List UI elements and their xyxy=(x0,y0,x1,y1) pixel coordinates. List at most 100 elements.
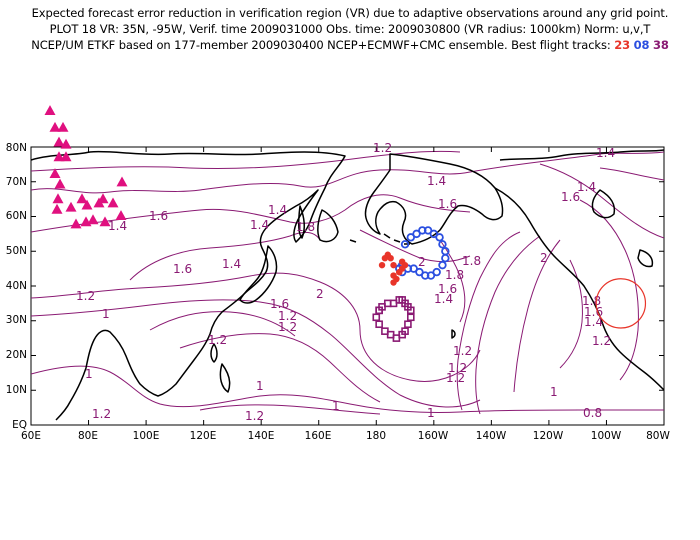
contour-label: 2 xyxy=(540,251,548,265)
raob-triangle xyxy=(76,193,88,204)
contour-label: 1.6 xyxy=(438,282,457,296)
verification-circle xyxy=(595,278,647,329)
contour-line xyxy=(513,239,561,393)
contour-label: 1.2 xyxy=(208,333,227,347)
coastline-hawaii xyxy=(451,329,456,339)
lon-label: 140W xyxy=(476,430,507,442)
track-point-red xyxy=(396,268,403,276)
track-point-blue xyxy=(435,233,444,242)
contour-line xyxy=(599,167,664,181)
track-point-purple xyxy=(375,306,383,315)
contour-label: 1.2 xyxy=(453,344,472,358)
contour-label: 1.4 xyxy=(250,218,269,232)
lat-axis: 80N 70N 60N 50N 40N 30N 20N 10N EQ xyxy=(6,142,27,431)
contour-label: 1.4 xyxy=(584,315,603,329)
track-point-blue xyxy=(406,233,415,242)
lon-label: 120W xyxy=(533,430,564,442)
raob-triangle xyxy=(70,218,82,229)
coastline-taiwan xyxy=(210,343,218,363)
track-label-red: 23 xyxy=(614,38,631,52)
contour-label: 1 xyxy=(427,406,435,420)
lat-label: 20N xyxy=(6,349,27,361)
contour-label: 1.6 xyxy=(584,305,603,319)
contour-label: 1.4 xyxy=(596,146,615,160)
track-point-red xyxy=(393,275,400,283)
title-line-3: NCEP/UM ETKF based on 177-member 2009030… xyxy=(31,38,611,52)
track-point-red xyxy=(387,255,394,262)
title-line-1: Expected forecast error reduction in ver… xyxy=(31,6,669,20)
lat-label: 80N xyxy=(6,142,27,154)
raob-triangle xyxy=(53,136,65,147)
track-label-blue: 08 xyxy=(633,38,650,52)
track-point-blue xyxy=(423,226,433,235)
contour-label: 1.8 xyxy=(445,268,464,282)
raob-triangle xyxy=(52,193,64,204)
lon-label: 80E xyxy=(78,430,98,442)
raob-triangle xyxy=(54,178,66,189)
track-point-purple xyxy=(375,320,383,329)
coastlines xyxy=(31,149,664,421)
coastline-sakhalin xyxy=(297,205,305,239)
contour-label: 1.2 xyxy=(446,371,465,385)
contour-label: 1.2 xyxy=(92,407,111,421)
raob-triangle xyxy=(49,168,61,178)
contour-label: 1.2 xyxy=(76,289,95,303)
title-line-2: PLOT 18 VR: 35N, -95W, Verif. time 20090… xyxy=(49,22,651,36)
raob-sites xyxy=(44,105,128,229)
flight-tracks xyxy=(372,226,450,342)
lon-label: 160E xyxy=(305,430,332,442)
coastline-greatlakes xyxy=(637,249,654,268)
raob-triangle xyxy=(60,138,72,149)
map-subtitle: PLOT 18 VR: 35N, -95W, Verif. time 20090… xyxy=(0,22,700,37)
raob-triangle xyxy=(81,199,93,210)
contour-line xyxy=(31,151,664,194)
raob-triangle xyxy=(44,105,56,115)
lon-label: 120E xyxy=(190,430,217,442)
lon-label: 100W xyxy=(591,430,622,442)
contour-labels: 1.2 1.4 1.4 1.6 1.4 1.6 1.4 1.8 1.4 1.6 … xyxy=(76,141,615,423)
coastline-aleutians xyxy=(349,233,410,245)
contour-label: 1.2 xyxy=(245,409,264,423)
contour-line xyxy=(149,311,296,337)
contour-line xyxy=(179,333,381,403)
coastline-canada xyxy=(499,149,664,161)
contour-label: 1.4 xyxy=(222,257,241,271)
verification-region xyxy=(595,278,647,329)
contour-label: 1.6 xyxy=(149,209,168,223)
coastline-hudson xyxy=(591,189,616,219)
track-point-purple xyxy=(381,327,389,335)
contour-line xyxy=(129,232,321,281)
contour-label: 1 xyxy=(550,385,558,399)
contour-label: 1.2 xyxy=(592,334,611,348)
raob-triangle xyxy=(115,210,127,220)
lat-label: 50N xyxy=(6,245,27,257)
raob-triangle xyxy=(99,216,111,227)
contour-line xyxy=(539,163,664,239)
contour-label: 1.6 xyxy=(561,190,580,204)
coastline-alaska xyxy=(364,153,504,245)
raob-triangle xyxy=(53,151,65,162)
track-point-purple xyxy=(406,313,415,322)
contour-line xyxy=(456,231,521,411)
raob-triangle xyxy=(57,121,69,132)
lon-axis: 60E 80E 100E 120E 140E 160E 180 160W 140… xyxy=(21,430,670,442)
track-point-blue xyxy=(420,271,430,280)
track-point-blue xyxy=(412,229,421,239)
track-point-blue xyxy=(441,254,450,263)
lon-label: 100E xyxy=(133,430,160,442)
lon-label: 180 xyxy=(366,430,386,442)
contour-label: 1.8 xyxy=(462,254,481,268)
axis-ticks xyxy=(30,146,665,426)
contour-label: 1.6 xyxy=(173,262,192,276)
raob-triangle xyxy=(116,176,128,187)
track-point-red xyxy=(390,261,397,269)
coastline-north-america xyxy=(494,187,664,391)
raob-triangle xyxy=(97,193,109,204)
contour-label: 1 xyxy=(332,399,340,413)
lat-label: 60N xyxy=(6,210,27,222)
lon-label: 140E xyxy=(248,430,275,442)
map-title: Expected forecast error reduction in ver… xyxy=(0,6,700,21)
raob-triangle xyxy=(107,197,119,208)
track-point-blue xyxy=(429,229,439,239)
